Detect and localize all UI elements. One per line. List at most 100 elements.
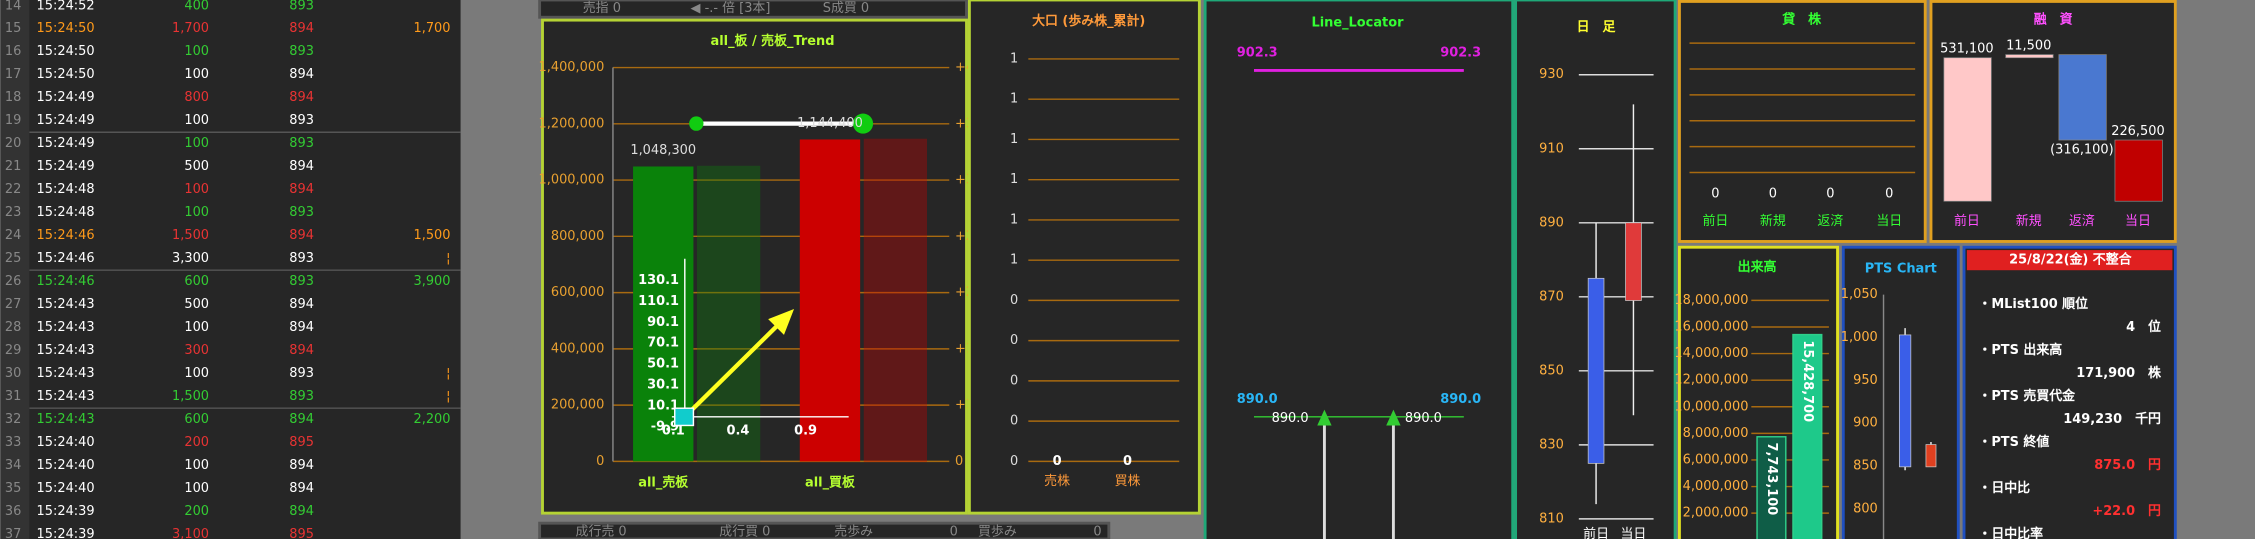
- trade-price: 894: [289, 343, 314, 358]
- price-label: 890.0: [1237, 392, 1278, 407]
- value-label: 531,100: [1940, 42, 1993, 57]
- x-tick-label: 買株: [1115, 474, 1141, 489]
- bottombar: [538, 521, 1111, 539]
- trade-time: 15:24:50: [37, 21, 95, 36]
- value-label: 7,743,100: [1764, 443, 1779, 516]
- trade-price: 894: [289, 21, 314, 36]
- trade-volume: 200: [184, 504, 209, 519]
- y-tick-label: 900: [1853, 416, 1878, 431]
- y-tick-label: 18,000,000: [1674, 293, 1748, 308]
- panel-title: 日 足: [1577, 20, 1616, 35]
- x-tick-label: 新規: [2016, 213, 2042, 229]
- trade-price: 894: [289, 481, 314, 496]
- marker: [689, 116, 704, 131]
- arrow: [683, 317, 786, 419]
- y-tick-label: 910: [1539, 141, 1564, 156]
- y-tick-label: 800: [1853, 501, 1878, 516]
- value-label: 0: [1053, 454, 1062, 469]
- y-tick-label: 0: [1010, 454, 1018, 469]
- trade-price: 893: [289, 366, 314, 381]
- trade-volume: 1,500: [172, 228, 209, 243]
- row-number: 31: [5, 389, 21, 404]
- value-label: 226,500: [2111, 124, 2164, 139]
- trade-time: 15:24:39: [37, 504, 95, 519]
- trade-volume: 100: [184, 136, 209, 151]
- x-tick-label: 当日: [1621, 527, 1647, 539]
- trade-volume: 100: [184, 205, 209, 220]
- bar-shadow: [697, 165, 761, 463]
- info-value: 4 位: [2126, 319, 2161, 335]
- trade-time: 15:24:43: [37, 320, 95, 335]
- y-tick-label: 1,400,000: [539, 60, 605, 75]
- info-label: ・PTS 終値: [1978, 434, 2049, 450]
- trade-time: 15:24:52: [37, 0, 95, 13]
- row-number: 37: [5, 527, 21, 539]
- trade-total: 2,200: [414, 412, 451, 427]
- trade-time: 15:24:43: [37, 412, 95, 427]
- trade-time: 15:24:43: [37, 389, 95, 404]
- x-tick-label: 売株: [1044, 473, 1070, 489]
- inset-tick-label: 30.1: [647, 378, 679, 393]
- trade-time: 15:24:49: [37, 136, 95, 151]
- trade-time: 15:24:43: [37, 297, 95, 312]
- y-tick-label: 830: [1539, 437, 1564, 452]
- value-label: 0: [1769, 187, 1777, 202]
- candle-body: [1925, 444, 1937, 468]
- panel-title: PTS Chart: [1865, 261, 1937, 276]
- trade-volume: 3,300: [172, 251, 209, 266]
- row-number: 34: [5, 458, 21, 473]
- x-tick-label: all_売板: [638, 474, 689, 490]
- row-number: 24: [5, 228, 21, 243]
- row-number: 23: [5, 205, 21, 220]
- inset-tick-label: 0.9: [794, 424, 817, 439]
- bar: [799, 139, 861, 462]
- row-number: 21: [5, 159, 21, 174]
- y-tick-label: 1: [1010, 212, 1018, 227]
- value-label: 0: [1885, 187, 1893, 202]
- y-tick-label: 1: [1010, 253, 1018, 268]
- trade-total: ¦: [446, 251, 450, 266]
- trade-volume: 100: [184, 458, 209, 473]
- y-tick-label: 1: [1010, 172, 1018, 187]
- y-tick-label: 4,000,000: [1683, 479, 1749, 494]
- candle-body: [1587, 277, 1605, 464]
- value-label: 0: [1711, 187, 1719, 202]
- trade-time: 15:24:46: [37, 228, 95, 243]
- trade-price: 893: [289, 136, 314, 151]
- x-tick-label: 当日: [2125, 214, 2151, 229]
- panel-title: Line_Locator: [1311, 15, 1404, 30]
- info-label: ・PTS 出来高: [1978, 342, 2062, 358]
- trade-time: 15:24:39: [37, 527, 95, 539]
- trade-volume: 200: [184, 435, 209, 450]
- trade-time: 15:24:40: [37, 458, 95, 473]
- trade-price: 894: [289, 67, 314, 82]
- trade-time: 15:24:49: [37, 159, 95, 174]
- row-number: 29: [5, 343, 21, 358]
- info-label: ・PTS 売買代金: [1978, 388, 2076, 404]
- y-tick-label: 600,000: [551, 285, 604, 300]
- y-tick-label: 850: [1539, 363, 1564, 378]
- trade-volume: 600: [184, 274, 209, 289]
- x-tick-label: 前日: [1954, 213, 1980, 229]
- info-label: ・日中比率: [1978, 526, 2043, 539]
- y-tick-label: 850: [1853, 458, 1878, 473]
- trade-time: 15:24:43: [37, 343, 95, 358]
- trade-price: 894: [289, 159, 314, 174]
- y-tick-label: 10,000,000: [1674, 399, 1748, 414]
- trade-time: 15:24:40: [37, 481, 95, 496]
- bar: [1792, 333, 1823, 539]
- info-value: 875.0 円: [2094, 458, 2161, 473]
- inset-marker: [674, 407, 695, 427]
- row-number: 27: [5, 297, 21, 312]
- trade-total: ¦: [446, 389, 450, 404]
- bar: [2114, 139, 2163, 202]
- row-number: 17: [5, 67, 21, 82]
- price-label: 890.0: [1272, 411, 1309, 426]
- row-number: 35: [5, 481, 21, 496]
- trade-volume: 400: [184, 0, 209, 13]
- inset-tick-label: 0.1: [662, 424, 685, 439]
- y-tick-label: 16,000,000: [1674, 319, 1748, 334]
- trade-volume: 1,500: [172, 389, 209, 404]
- y-tick-label: 1,000,000: [539, 173, 605, 188]
- info-panel: [1962, 245, 2177, 539]
